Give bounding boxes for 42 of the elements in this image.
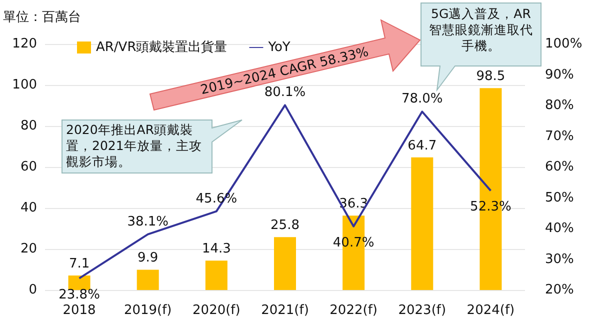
y-tick-label: 40 xyxy=(20,200,37,216)
y2-tick-label: 30% xyxy=(545,252,574,267)
y2-tick-label: 40% xyxy=(545,221,574,236)
x-tick-label: 2021(f) xyxy=(261,303,309,318)
data-label: 98.5 xyxy=(476,69,506,84)
y2-tick-label: 20% xyxy=(545,282,574,298)
data-label: 23.8% xyxy=(58,287,100,302)
y2-tick-label: 50% xyxy=(545,190,574,206)
bar xyxy=(68,275,90,290)
y-tick-label: 80 xyxy=(20,118,37,134)
y2-tick-label: 80% xyxy=(545,98,574,113)
legend-label: YoY xyxy=(267,40,290,55)
data-label: 7.1 xyxy=(68,256,90,272)
y-tick-label: 60 xyxy=(20,160,37,174)
data-label: 25.8 xyxy=(270,218,300,234)
x-tick-label: 2018 xyxy=(62,303,96,318)
x-tick-label: 2022(f) xyxy=(330,303,378,318)
legend-label: AR/VR頭戴裝置出貨量 xyxy=(96,40,228,55)
y-tick-label: 20 xyxy=(20,242,37,256)
data-label: 14.3 xyxy=(202,242,231,257)
annotation: 5G邁入普及，AR智慧眼鏡漸進取代手機。 xyxy=(428,6,534,54)
y2-tick-label: 60% xyxy=(545,160,574,174)
data-label: 64.7 xyxy=(408,138,437,154)
data-label: 9.9 xyxy=(138,250,158,266)
x-tick-label: 2019(f) xyxy=(124,303,172,318)
y2-tick-label: 70% xyxy=(545,128,574,144)
bar xyxy=(205,260,228,290)
x-tick-label: 2020(f) xyxy=(192,303,240,318)
y2-tick-label: 90% xyxy=(545,67,574,82)
data-label: 78.0% xyxy=(401,92,443,107)
y-tick-label: 120 xyxy=(12,36,37,52)
bar xyxy=(411,157,434,290)
y-axis-title: 單位：百萬台 xyxy=(3,10,81,25)
bar xyxy=(274,237,296,290)
y-tick-label: 100 xyxy=(12,78,37,92)
x-tick-label: 2023(f) xyxy=(398,303,446,318)
annotation: 2020年推出AR頭戴裝置，2021年放量，主攻觀影市場。 xyxy=(66,122,203,170)
bar xyxy=(136,270,159,290)
data-label: 38.1% xyxy=(127,214,169,230)
y-tick-label: 0 xyxy=(28,282,37,298)
x-tick-label: 2024(f) xyxy=(466,303,515,318)
y2-tick-label: 100% xyxy=(545,36,582,52)
